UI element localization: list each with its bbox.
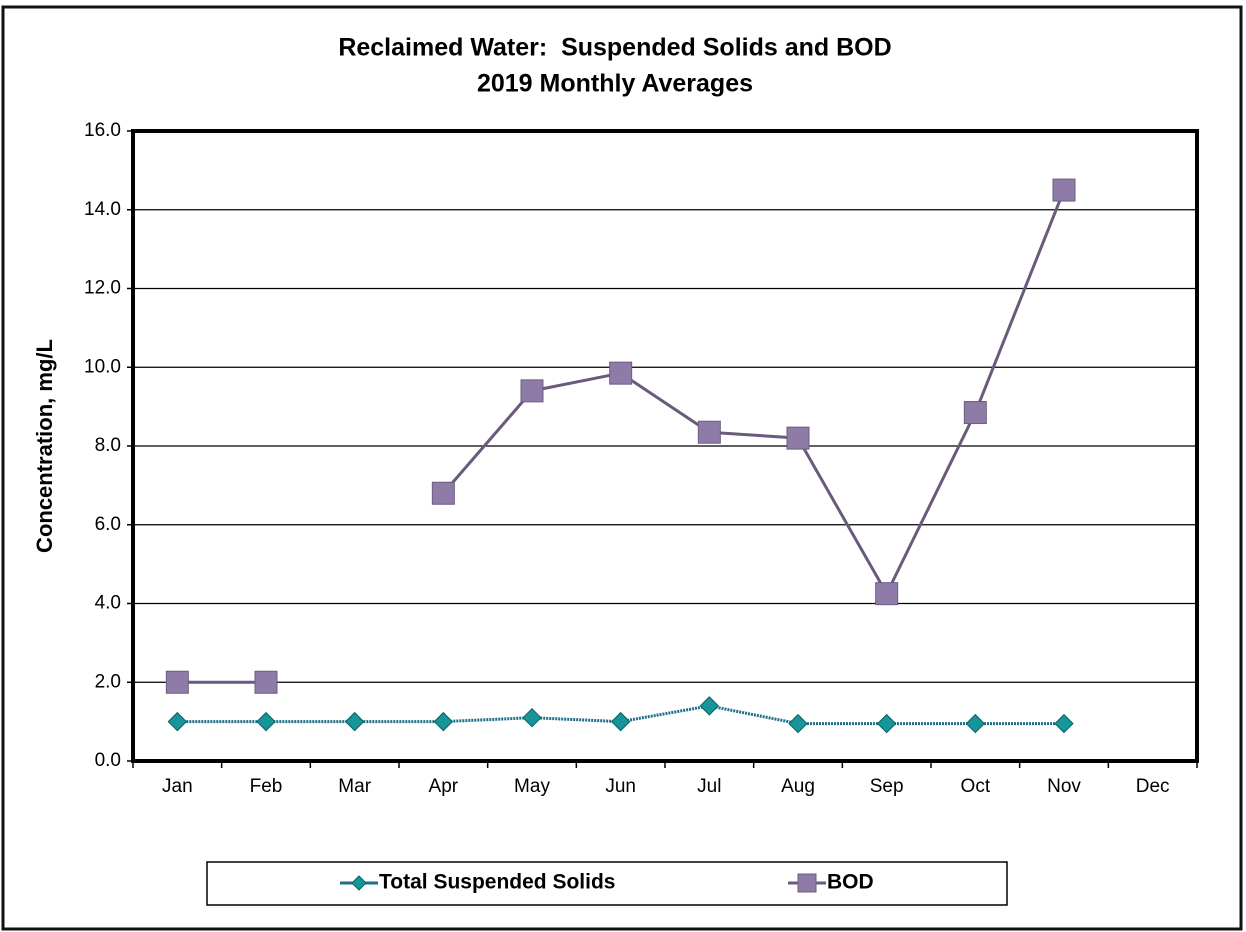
data-point: [963, 401, 987, 425]
data-point: [1054, 713, 1074, 734]
x-tick-label: Jul: [697, 776, 721, 797]
chart-title: Reclaimed Water: Suspended Solids and BO…: [338, 34, 891, 62]
data-point: [609, 361, 633, 385]
data-point: [697, 420, 721, 444]
x-tick-label: Jun: [605, 776, 636, 797]
legend-marker: [351, 875, 367, 891]
x-tick-label: Oct: [961, 776, 991, 797]
y-axis-label: Concentration, mg/L: [32, 339, 57, 553]
data-point: [786, 426, 810, 450]
data-point: [256, 711, 276, 732]
data-point: [433, 711, 454, 732]
legend-label: BOD: [827, 871, 874, 894]
y-tick-label: 6.0: [95, 514, 121, 535]
data-point: [165, 670, 189, 694]
data-point: [522, 707, 542, 728]
y-tick-label: 14.0: [84, 199, 121, 220]
y-tick-label: 8.0: [95, 435, 121, 456]
data-point: [1052, 178, 1076, 202]
x-tick-label: Aug: [781, 776, 815, 797]
data-point: [431, 481, 455, 505]
series-line: [177, 704, 1064, 726]
x-tick-label: Jan: [162, 776, 193, 797]
data-point: [699, 696, 720, 716]
data-point: [965, 713, 986, 734]
data-point: [254, 670, 278, 694]
x-tick-label: Mar: [338, 776, 371, 797]
x-tick-label: Nov: [1047, 776, 1081, 797]
data-point: [875, 582, 899, 606]
y-tick-label: 4.0: [95, 593, 121, 614]
legend-label: Total Suspended Solids: [379, 871, 615, 894]
x-tick-label: Sep: [870, 776, 904, 797]
x-tick-label: May: [514, 776, 550, 797]
data-point: [876, 713, 897, 734]
plot-area: [131, 129, 1199, 763]
y-tick-label: 0.0: [95, 750, 121, 771]
y-tick-label: 12.0: [84, 278, 121, 299]
data-point: [167, 711, 188, 732]
x-tick-label: Dec: [1136, 776, 1170, 797]
x-tick-label: Apr: [429, 776, 459, 797]
legend-marker: [797, 873, 817, 893]
data-point: [788, 713, 808, 734]
data-point: [610, 711, 631, 732]
y-tick-label: 2.0: [95, 671, 121, 692]
y-tick-label: 10.0: [84, 356, 121, 377]
chart-subtitle: 2019 Monthly Averages: [477, 70, 753, 98]
series-line: [177, 189, 1066, 684]
x-tick-label: Feb: [250, 776, 283, 797]
data-point: [520, 379, 544, 403]
chart-frame: [1, 5, 1243, 931]
y-tick-label: 16.0: [84, 120, 121, 141]
data-point: [344, 711, 365, 732]
